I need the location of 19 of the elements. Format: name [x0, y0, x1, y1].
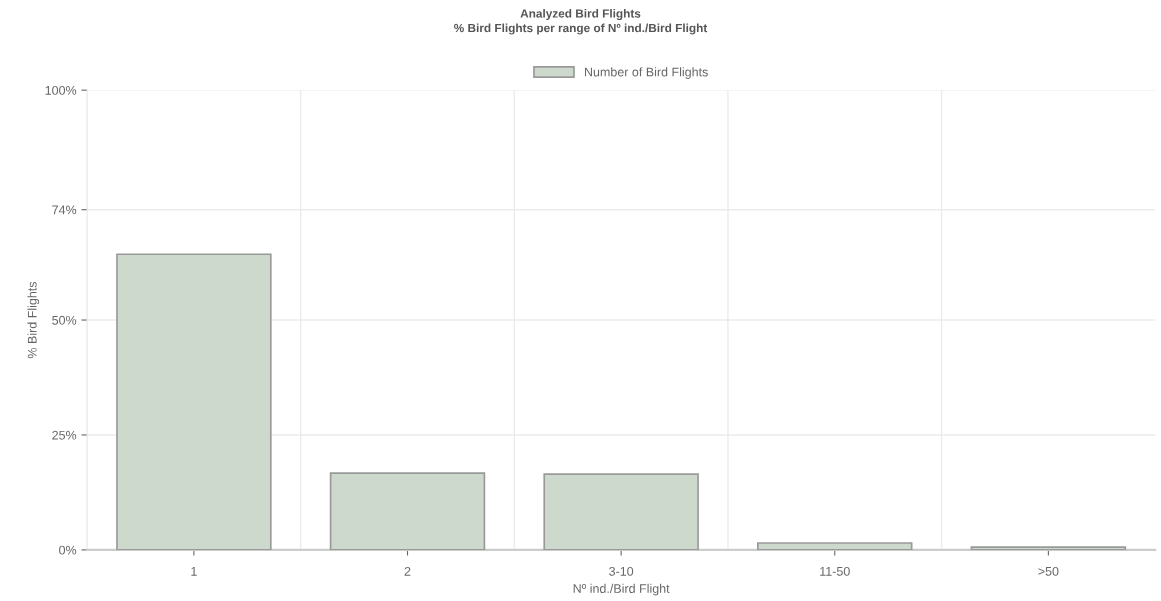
bar [543, 473, 699, 550]
x-tick-label: 11-50 [820, 566, 850, 576]
legend-label: Number of Bird Flights [584, 67, 708, 79]
bar [116, 253, 272, 550]
y-tick-label: 74% [52, 205, 77, 215]
y-tick-label: 100% [45, 85, 77, 95]
x-tick-label: 3-10 [609, 566, 634, 576]
y-axis-title: % Bird Flights [27, 281, 40, 359]
bar [329, 472, 486, 550]
x-tick-label: >50 [1038, 566, 1059, 576]
bar [970, 546, 1127, 550]
x-tick-label: 1 [191, 567, 197, 576]
y-tick-label: 0% [59, 545, 77, 555]
chart-title: Analyzed Bird Flights % Bird Flights per range of Nº ind./Bird Flight [454, 9, 708, 35]
bar [757, 542, 913, 550]
x-axis-title: Nº ind./Bird Flight [573, 583, 670, 596]
y-tick-label: 25% [52, 430, 77, 440]
x-tick-label: 2 [404, 566, 411, 576]
y-tick-label: 50% [52, 315, 77, 325]
